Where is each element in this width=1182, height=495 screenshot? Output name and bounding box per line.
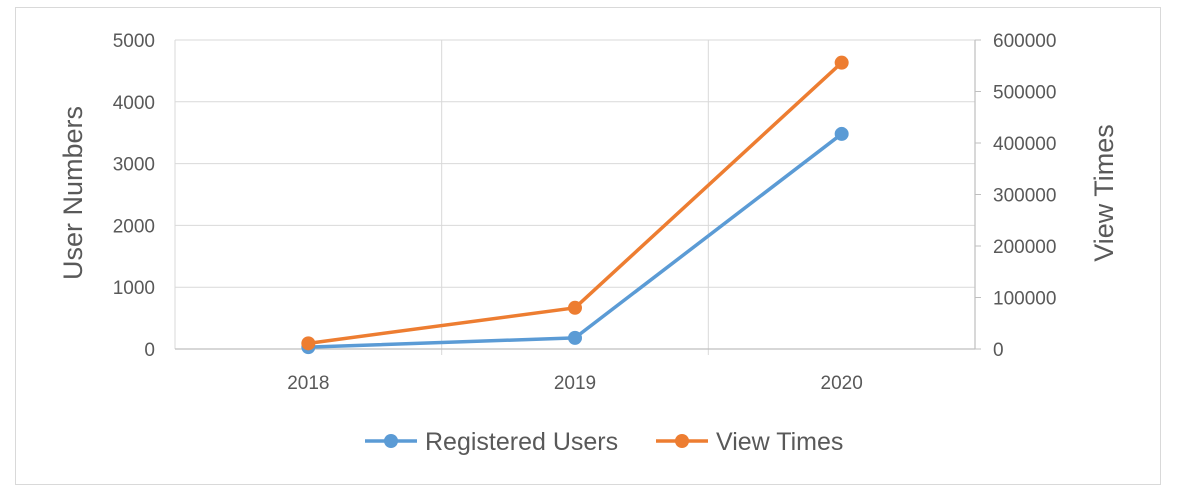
left-tick-label: 0 [144,340,155,361]
right-tick-label: 300000 [993,186,1056,207]
legend-label: Registered Users [425,428,618,456]
chart-frame [15,7,1161,485]
right-tick-label: 600000 [993,31,1056,52]
data-point [834,126,849,141]
right-tick-label: 0 [993,340,1004,361]
right-axis-title: View Times [1089,124,1119,262]
left-tick-label: 2000 [113,216,155,237]
x-tick-label: 2019 [554,373,596,394]
right-tick-label: 500000 [993,83,1056,104]
left-tick-label: 4000 [113,93,155,114]
left-tick-label: 5000 [113,31,155,52]
legend-swatch-marker [384,434,398,448]
right-tick-label: 200000 [993,237,1056,258]
x-tick-label: 2020 [821,373,863,394]
series-line-0 [308,132,843,349]
data-point [568,300,582,315]
data-point [834,55,849,70]
series [301,55,849,355]
x-tick-label: 2018 [287,373,329,394]
axes: 0 1000 2000 3000 4000 5000 0 100000 200000 300000… [113,31,1057,394]
data-point [301,336,316,351]
legend-label: View Times [716,428,843,456]
left-tick-label: 3000 [113,155,155,176]
legend-swatch-marker [675,434,689,448]
right-tick-label: 400000 [993,134,1056,155]
left-axis-title: User Numbers [58,106,88,280]
data-point [568,330,582,345]
legend: Registered Users View Times [365,428,843,456]
right-tick-label: 100000 [993,289,1056,310]
left-tick-label: 1000 [113,278,155,299]
